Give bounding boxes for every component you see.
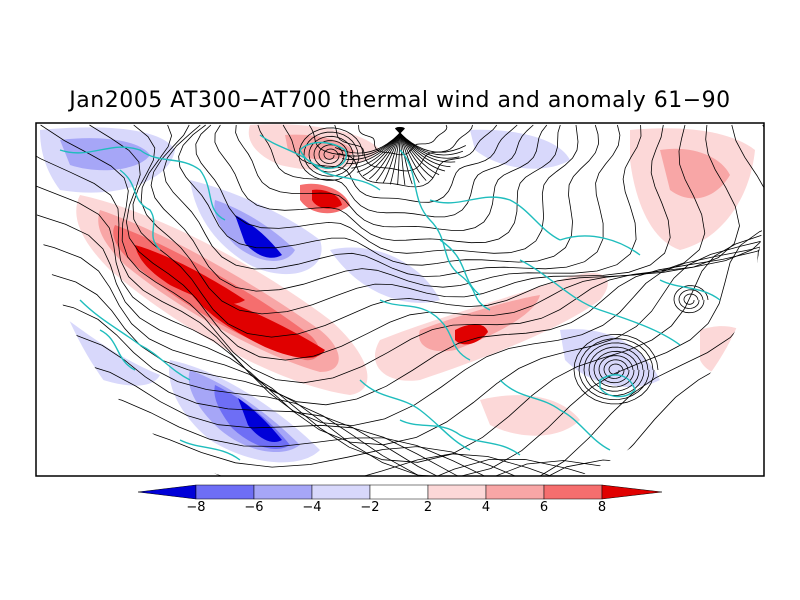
colorbar-label: 4 [481, 500, 491, 515]
streamline [678, 289, 704, 309]
streamline [195, 124, 579, 254]
streamline [358, 124, 448, 156]
streamline [673, 285, 709, 314]
colorbar [137, 484, 663, 500]
streamline [214, 124, 561, 244]
colorbar-box [311, 484, 371, 500]
colorbar-label: 6 [539, 500, 549, 515]
streamline [598, 355, 634, 384]
streamline [36, 124, 764, 446]
streamline [132, 124, 706, 338]
anomaly-field [36, 123, 764, 476]
streamline [89, 124, 740, 361]
streamline [235, 124, 548, 231]
colorbar-box [485, 484, 545, 500]
colorbar-label: −6 [244, 500, 264, 515]
streamline [323, 148, 339, 160]
streamline [308, 124, 498, 188]
colorbar-label: 8 [597, 500, 607, 515]
colorbar-arrow-high [601, 484, 663, 500]
streamline [36, 124, 764, 476]
colorbar-arrow-low [137, 484, 197, 500]
streamline [36, 124, 764, 476]
streamline [36, 124, 764, 463]
streamlines [36, 124, 764, 476]
colorbar-box [543, 484, 603, 500]
coastlines [59, 134, 721, 461]
streamline [578, 338, 654, 401]
streamline [588, 346, 644, 392]
map-frame [35, 122, 765, 477]
colorbar-label: −4 [302, 500, 322, 515]
streamline [36, 124, 764, 476]
streamline [583, 342, 649, 396]
colorbar-label: −2 [360, 500, 380, 515]
streamline [257, 124, 534, 218]
streamline [36, 124, 764, 406]
streamline [308, 135, 354, 173]
colorbar-box [369, 484, 429, 500]
streamline [334, 128, 405, 154]
streamline [36, 124, 764, 476]
streamline [608, 363, 624, 375]
streamline [36, 124, 764, 427]
streamline [140, 124, 671, 315]
colorbar-label: −8 [186, 500, 206, 515]
streamline [40, 124, 764, 384]
streamline [603, 359, 629, 379]
colorbar-box [427, 484, 487, 500]
streamline [36, 124, 764, 476]
streamline [683, 293, 699, 305]
colorbar-box [253, 484, 313, 500]
streamline [334, 124, 473, 172]
streamline [178, 124, 600, 266]
page-title: Jan2005 AT300−AT700 thermal wind and ano… [69, 88, 731, 113]
colorbar-label: 2 [423, 500, 433, 515]
streamline [163, 124, 621, 277]
streamline [303, 131, 359, 177]
streamline [573, 333, 659, 405]
streamline [36, 124, 764, 476]
streamline [593, 350, 639, 388]
streamline [313, 140, 349, 169]
streamline [150, 124, 642, 292]
colorbar-box [195, 484, 255, 500]
